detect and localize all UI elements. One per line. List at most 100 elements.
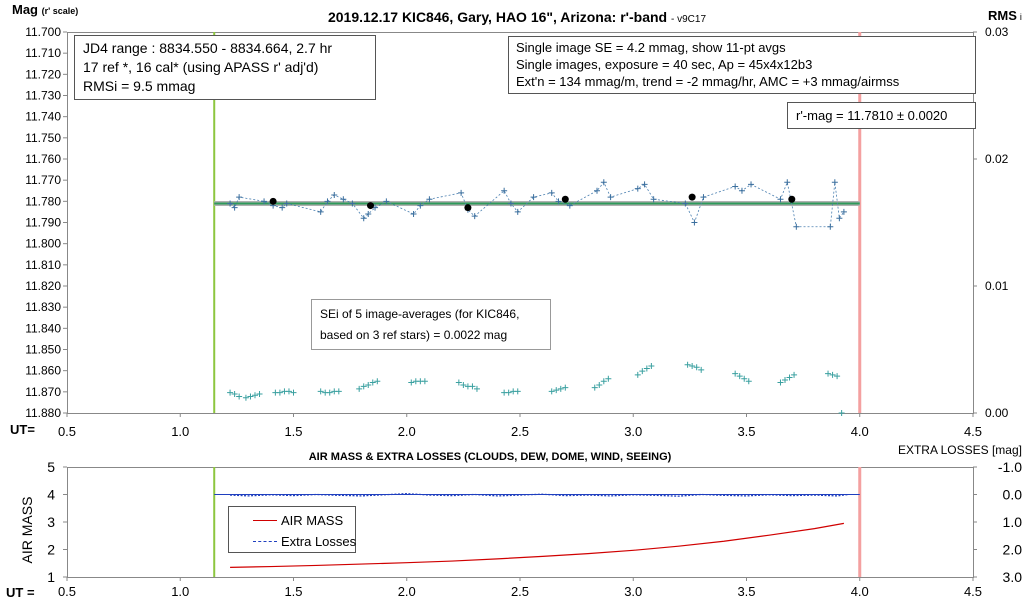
single-image-line — [229, 180, 845, 228]
sei-line: SEi of 5 image-averages (for KIC846, — [320, 307, 520, 321]
legend-label-airmass: AIR MASS — [281, 513, 344, 528]
rms-point — [786, 374, 793, 381]
sub-title: AIR MASS & EXTRA LOSSES (CLOUDS, DEW, DO… — [309, 451, 672, 463]
rms-point — [514, 388, 521, 395]
sub-xlabel: UT = — [6, 585, 35, 600]
rms-point — [326, 389, 333, 396]
single-image-point — [594, 187, 601, 194]
y2-tick-label: 0.02 — [985, 152, 1009, 166]
sub-y-tick-label: 4 — [47, 487, 55, 503]
info-left-line: RMSi = 9.5 mmag — [83, 78, 196, 94]
average-point — [688, 193, 696, 201]
y2-tick-label: 0.01 — [985, 279, 1009, 293]
rms-point — [473, 385, 480, 392]
single-image-point — [279, 204, 286, 211]
rms-point — [236, 393, 243, 400]
sub-y2-tick-label: 3.0 — [1003, 569, 1023, 585]
rms-point — [374, 378, 381, 385]
y2-tick-label: 0.00 — [985, 406, 1009, 420]
average-point — [561, 195, 569, 203]
main-xlabel: UT= — [10, 422, 35, 437]
single-image-point — [738, 187, 745, 194]
single-image-point — [261, 198, 268, 205]
average-point — [367, 202, 375, 210]
single-image-point — [784, 179, 791, 186]
rms-point — [251, 392, 258, 399]
rms-point — [736, 373, 743, 380]
x-tick-label: 4.0 — [851, 424, 869, 439]
info-left-line: JD4 range : 8834.550 - 8834.664, 2.7 hr — [83, 40, 333, 56]
sub-x-tick-label: 1.0 — [171, 584, 189, 599]
main-title: 2019.12.17 KIC846, Gary, HAO 16", Arizon… — [328, 9, 706, 25]
y-tick-label: 11.790 — [25, 216, 61, 230]
rms-point — [421, 378, 428, 385]
rms-point — [648, 363, 655, 370]
x-tick-label: 2.5 — [511, 424, 529, 439]
single-image-point — [840, 208, 847, 215]
sub-y2-tick-label: 0.0 — [1003, 487, 1023, 503]
sub-x-tick-label: 1.5 — [284, 584, 302, 599]
rms-point — [782, 376, 789, 383]
rms-point — [829, 371, 836, 378]
average-point — [788, 195, 796, 203]
y-tick-label: 11.830 — [25, 300, 61, 314]
y-tick-label: 11.840 — [25, 321, 61, 335]
x-tick-label: 1.5 — [284, 424, 302, 439]
y-tick-label: 11.860 — [25, 364, 61, 378]
y-tick-label: 11.700 — [25, 25, 61, 39]
single-image-point — [555, 198, 562, 205]
single-image-point — [283, 200, 290, 207]
single-image-point — [410, 211, 417, 218]
sub-y-tick-label: 3 — [47, 514, 55, 530]
rms-point — [745, 378, 752, 385]
legend-label-extra-losses: Extra Losses — [281, 534, 357, 549]
info-left-line: 17 ref *, 16 cal* (using APASS r' adj'd) — [83, 59, 319, 75]
rms-point — [557, 385, 564, 392]
average-point — [269, 197, 277, 205]
rms-point — [247, 393, 254, 400]
single-image-point — [324, 198, 331, 205]
rms-point — [455, 379, 462, 386]
single-image-point — [600, 179, 607, 186]
extra-losses-line — [230, 493, 849, 497]
y-tick-label: 11.770 — [25, 173, 61, 187]
single-image-point — [650, 196, 657, 203]
single-image-point — [793, 223, 800, 230]
rms-point — [791, 371, 798, 378]
airmass-line — [230, 522, 844, 568]
single-image-point — [458, 189, 465, 196]
average-point — [464, 204, 472, 212]
legend-swatch-airmass — [253, 520, 277, 521]
rms-point — [834, 373, 841, 380]
sub-ylabel: AIR MASS — [19, 497, 35, 564]
single-image-point — [349, 200, 356, 207]
rms-point — [693, 364, 700, 371]
info-right-line: Single image SE = 4.2 mmag, show 11-pt a… — [516, 40, 786, 55]
single-image-point — [607, 194, 614, 201]
y-tick-label: 11.740 — [25, 110, 61, 124]
x-tick-label: 3.5 — [737, 424, 755, 439]
single-image-point — [383, 198, 390, 205]
y-tick-label: 11.800 — [25, 237, 61, 251]
single-image-point — [827, 223, 834, 230]
single-image-point — [530, 194, 537, 201]
sub-y2label: EXTRA LOSSES [mag] — [898, 443, 1022, 457]
info-box-right: Single image SE = 4.2 mmag, show 11-pt a… — [508, 36, 976, 94]
single-image-point — [691, 219, 698, 226]
sub-x-tick-label: 4.0 — [851, 584, 869, 599]
rms-point — [469, 383, 476, 390]
single-image-point — [514, 208, 521, 215]
rms-point — [369, 379, 376, 386]
rms-point — [634, 371, 641, 378]
legend-item-extra-losses: Extra Losses — [229, 531, 357, 552]
single-image-point — [426, 196, 433, 203]
rms-point — [643, 365, 650, 372]
single-image-point — [340, 196, 347, 203]
single-image-point — [748, 181, 755, 188]
y2-tick-label: 0.03 — [985, 25, 1009, 39]
rms-point — [408, 379, 415, 386]
rms-point — [231, 390, 238, 397]
rms-point — [276, 389, 283, 396]
rms-point — [689, 363, 696, 370]
